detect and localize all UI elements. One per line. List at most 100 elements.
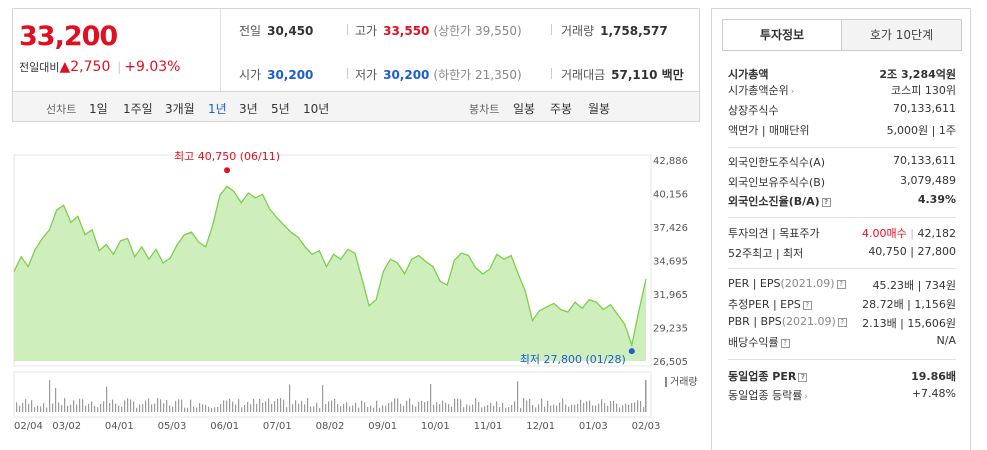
y-tick-label: 37,426 (653, 223, 688, 234)
price-area-fill (14, 186, 646, 361)
volume-bar (127, 398, 129, 412)
x-tick-label: 08/02 (316, 421, 345, 432)
tab-invest-info[interactable]: 투자정보 (722, 19, 842, 51)
change-arrow-icon: ▲ (59, 59, 71, 75)
target-price: 42,182 (917, 227, 957, 240)
volume-bar (472, 404, 474, 412)
x-tick-label: 05/03 (158, 421, 187, 432)
volume-bar (262, 403, 264, 412)
volume-bar (409, 398, 411, 412)
volume-bar (376, 400, 378, 412)
range-10y[interactable]: 10년 (303, 102, 330, 116)
tab-order-book[interactable]: 호가 10단계 (841, 19, 962, 51)
volume-bar (193, 406, 195, 412)
volume: 거래량 1,758,577 (561, 22, 668, 39)
candle-monthly[interactable]: 월봉 (588, 102, 611, 116)
help-icon[interactable]: ? (780, 339, 790, 348)
chevron-right-icon[interactable]: › (804, 392, 808, 402)
chart-grid (13, 154, 652, 418)
range-1w[interactable]: 1주일 (123, 102, 153, 116)
open-label: 시가 (239, 68, 262, 82)
volume-bar (337, 404, 339, 412)
high-value: 33,550 (383, 24, 430, 38)
x-tick-label: 09/01 (368, 421, 397, 432)
volume-bar (217, 406, 219, 412)
range-3y[interactable]: 3년 (239, 102, 258, 116)
volume-bar (190, 399, 192, 412)
per-row: PER | EPS(2021.09)? 45.23배 | 734원 (728, 277, 956, 292)
range-1y[interactable]: 1년 (208, 102, 227, 116)
volume-bar (421, 400, 423, 412)
volume-bar (583, 402, 585, 412)
volume-bar (445, 402, 447, 412)
low-label: 저가 (355, 68, 378, 82)
y-tick-label: 31,965 (653, 290, 688, 301)
help-icon[interactable]: ? (837, 318, 847, 327)
volume-bar (331, 400, 333, 412)
volume-bar (577, 403, 579, 412)
volume-bar (79, 398, 81, 412)
volume-bar (637, 400, 639, 412)
volume-bar (157, 398, 159, 412)
volume-bar (541, 398, 543, 412)
volume-bar (514, 401, 516, 412)
range-1d[interactable]: 1일 (89, 102, 108, 116)
candle-weekly[interactable]: 주봉 (550, 102, 573, 116)
opinion-value: 4.00매수 (862, 227, 907, 240)
volume-bar (61, 405, 63, 412)
volume-bar (100, 403, 102, 412)
volume-bar (304, 404, 306, 412)
volume-bar (238, 399, 240, 412)
volume-bar (490, 402, 492, 412)
foreign-hold-row: 외국인보유주식수(B) 3,079,489 (728, 174, 956, 189)
volume-bar (280, 398, 282, 412)
volume-bar (58, 402, 60, 412)
volume-bar (97, 407, 99, 412)
volume-bar (85, 405, 87, 412)
y-tick-label: 34,695 (653, 257, 688, 268)
volume-bar (130, 399, 132, 412)
volume-bar (628, 404, 630, 412)
volume-bar (631, 403, 633, 412)
price-chart[interactable]: 42,886 40,156 37,426 34,695 31,965 29,235 26,5… (0, 130, 700, 445)
volume-bar (241, 407, 243, 412)
volume-bar (586, 401, 588, 412)
volume-bar (544, 406, 546, 412)
volume-bar (571, 404, 573, 412)
volume-bar (166, 400, 168, 412)
volume-bar (454, 398, 456, 412)
volume-bar (235, 404, 237, 412)
volume-bar (307, 398, 309, 412)
volume-bar (265, 401, 267, 412)
est-per-row: 추정PER | EPS? 28.72배 | 1,156원 (728, 298, 956, 311)
volume-bar (601, 399, 603, 412)
volume-bar (295, 400, 297, 412)
volume-bar (439, 404, 441, 412)
low-annotation: 최저 27,800 (01/28) (520, 353, 626, 366)
volume-bar (67, 405, 69, 412)
help-icon[interactable]: ? (836, 280, 846, 289)
volume-bar (277, 398, 279, 412)
range-3m[interactable]: 3개월 (165, 102, 195, 116)
x-tick-label: 02/03 (632, 421, 661, 432)
volume-bar (349, 406, 351, 412)
prev-close-value: 30,450 (267, 24, 314, 38)
volume-bar (208, 406, 210, 412)
help-icon[interactable]: ? (802, 301, 812, 310)
help-icon[interactable]: ? (821, 198, 831, 207)
volume-bar (604, 403, 606, 412)
volume-bar (187, 407, 189, 412)
volume-bar (442, 400, 444, 412)
volume-bar (82, 399, 84, 412)
help-icon[interactable]: ? (798, 373, 808, 382)
volume-bar (70, 404, 72, 412)
range-5y[interactable]: 5년 (271, 102, 290, 116)
chevron-right-icon[interactable]: › (790, 87, 795, 97)
volume-bar (52, 403, 54, 412)
volume-bar (55, 388, 57, 412)
volume-bar (451, 406, 453, 412)
volume-bar (607, 405, 609, 412)
candle-daily[interactable]: 일봉 (513, 102, 536, 116)
volume-bar (343, 403, 345, 412)
high-price: 고가 33,550 (상한가 39,550) (355, 22, 522, 39)
